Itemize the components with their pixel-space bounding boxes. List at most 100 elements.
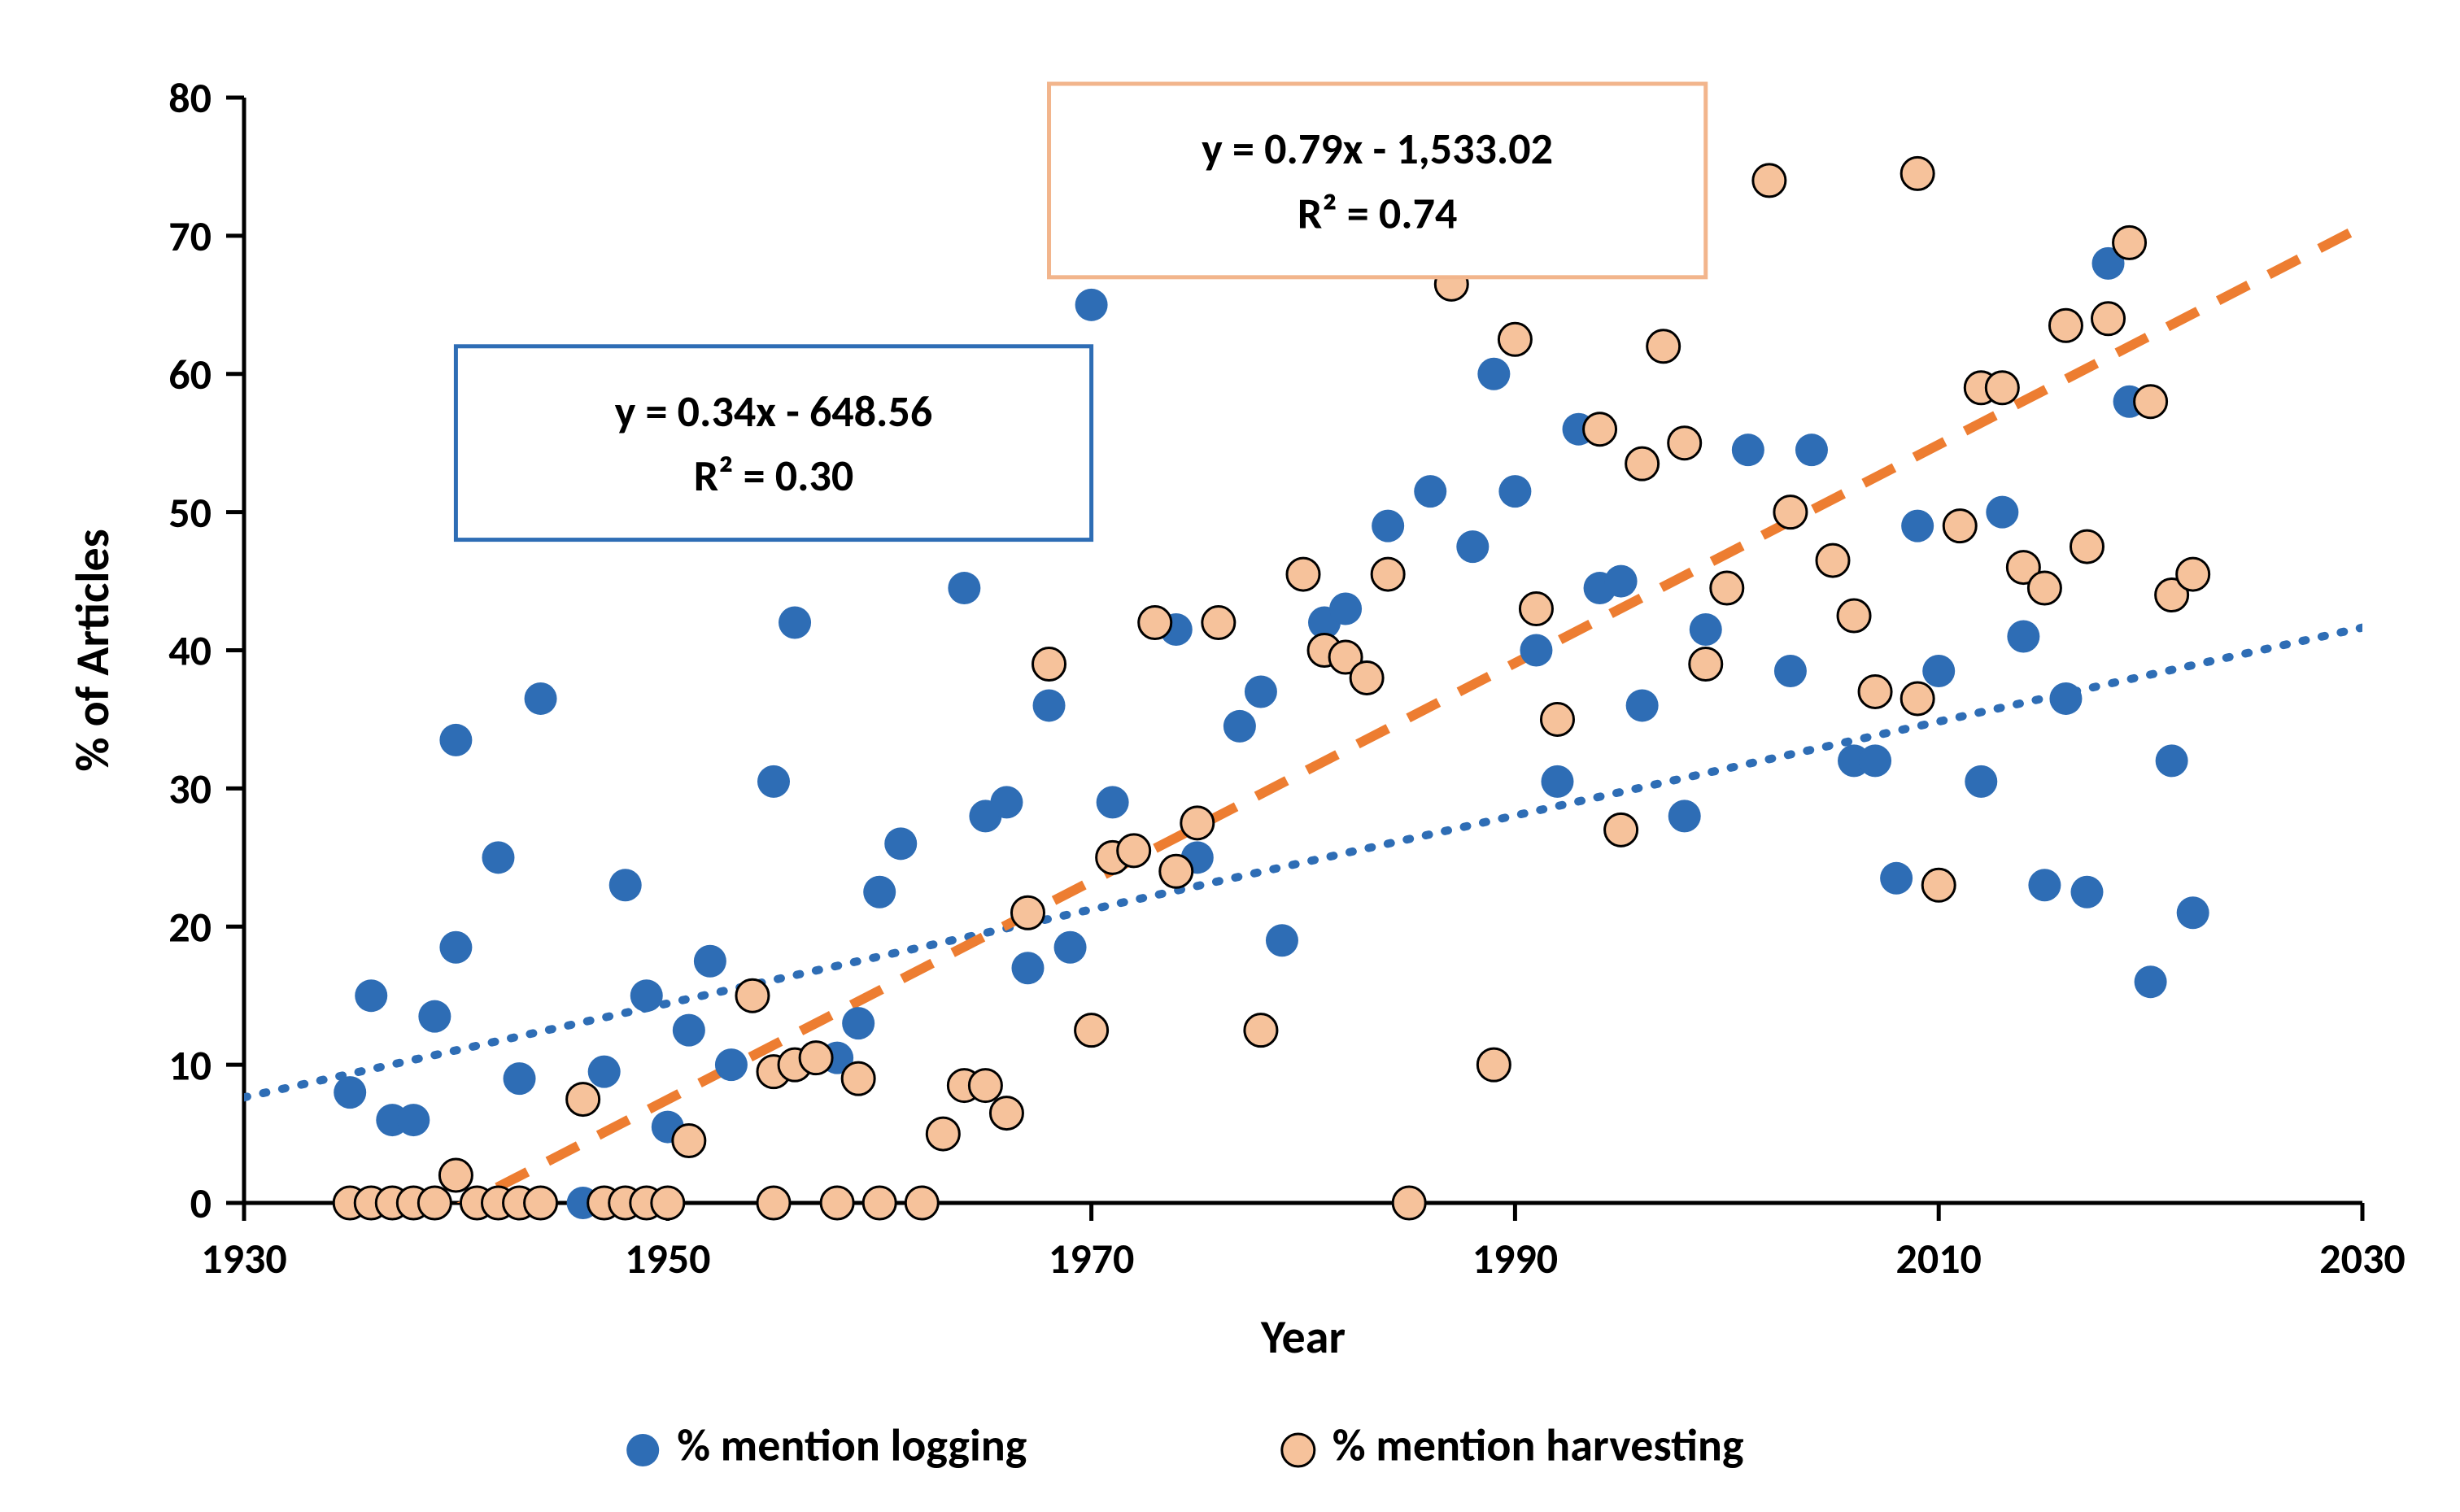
legend-item-1: % mention harvesting: [1282, 1418, 1744, 1474]
y-tick-label: 80: [168, 72, 212, 124]
data-point: [2135, 965, 2167, 998]
data-point: [1477, 1048, 1510, 1081]
data-point: [355, 979, 387, 1012]
y-tick-label: 50: [168, 486, 212, 538]
x-tick-label: 1950: [625, 1232, 710, 1284]
data-point: [1287, 558, 1319, 590]
x-tick-label: 1970: [1049, 1232, 1134, 1284]
y-axis-label: % of Articles: [63, 529, 121, 772]
data-point: [694, 945, 726, 978]
data-point: [1817, 544, 1849, 577]
x-tick-label: 1990: [1472, 1232, 1558, 1284]
x-tick-label: 1930: [201, 1232, 286, 1284]
data-point: [1943, 510, 1976, 542]
data-point: [1732, 434, 1764, 466]
data-point: [1690, 647, 1722, 680]
data-point: [863, 1187, 896, 1219]
data-point: [652, 1187, 684, 1219]
y-tick-label: 70: [168, 210, 212, 262]
data-point: [418, 1187, 451, 1219]
data-point: [969, 1070, 1001, 1102]
data-point: [1711, 572, 1743, 604]
data-point: [1605, 565, 1638, 598]
data-point: [842, 1062, 875, 1095]
data-point: [1414, 475, 1446, 508]
data-point: [927, 1118, 959, 1150]
data-point: [990, 786, 1023, 818]
data-point: [1880, 862, 1913, 895]
data-point: [990, 1097, 1023, 1130]
x-axis-label: Year: [1260, 1308, 1346, 1366]
equation-box-1: [1049, 84, 1706, 277]
data-point: [1033, 647, 1066, 680]
data-point: [439, 724, 472, 756]
data-point: [482, 841, 514, 874]
legend-label: % mention logging: [677, 1418, 1027, 1474]
legend-marker-icon: [626, 1434, 659, 1466]
y-tick-label: 30: [168, 763, 212, 815]
data-point: [821, 1187, 853, 1219]
data-point: [1033, 689, 1066, 721]
data-point: [1795, 434, 1828, 466]
data-point: [1965, 765, 1997, 798]
data-point: [1584, 413, 1616, 446]
data-point: [1922, 655, 1955, 687]
data-point: [1668, 800, 1701, 832]
data-point: [1541, 765, 1573, 798]
equation-text-0-0: y = 0.34x - 648.56: [615, 385, 932, 438]
data-point: [2070, 876, 2103, 909]
data-point: [673, 1125, 705, 1157]
data-point: [1859, 675, 1891, 708]
data-point: [1753, 164, 1786, 197]
data-point: [1520, 593, 1552, 625]
data-point: [2156, 744, 2188, 777]
data-point: [2177, 896, 2209, 929]
equation-box-0: [456, 346, 1091, 540]
data-point: [1647, 330, 1680, 363]
data-point: [2177, 558, 2209, 590]
data-point: [397, 1104, 430, 1136]
equation-text-0-1: R² = 0.30: [694, 449, 854, 503]
data-point: [2092, 303, 2125, 335]
data-point: [1266, 924, 1298, 956]
data-point: [863, 876, 896, 909]
data-point: [757, 1187, 790, 1219]
data-point: [1245, 675, 1277, 708]
data-point: [1626, 689, 1659, 721]
data-point: [1498, 475, 1531, 508]
data-point: [1223, 710, 1256, 743]
data-point: [1372, 510, 1404, 542]
data-point: [1901, 157, 1934, 190]
data-point: [1774, 655, 1807, 687]
data-point: [1372, 558, 1404, 590]
data-point: [334, 1076, 366, 1109]
data-point: [1054, 931, 1087, 964]
data-point: [1520, 634, 1552, 667]
data-point: [1011, 952, 1044, 984]
data-point: [1986, 372, 2018, 404]
data-point: [1118, 834, 1150, 867]
data-point: [2028, 572, 2061, 604]
data-point: [418, 1000, 451, 1033]
data-point: [884, 827, 917, 860]
data-point: [2049, 309, 2082, 342]
data-point: [1690, 613, 1722, 646]
data-point: [715, 1048, 748, 1081]
data-point: [2113, 226, 2146, 259]
data-point: [630, 979, 663, 1012]
data-point: [439, 1159, 472, 1192]
data-point: [1859, 744, 1891, 777]
data-point: [800, 1042, 832, 1074]
data-point: [1986, 496, 2018, 529]
data-point: [2007, 621, 2039, 653]
data-point: [1541, 703, 1573, 735]
data-point: [1160, 855, 1193, 887]
equation-text-1-0: y = 0.79x - 1,533.02: [1202, 122, 1553, 176]
y-tick-label: 60: [168, 348, 212, 400]
data-point: [525, 1187, 557, 1219]
data-point: [1075, 1014, 1108, 1047]
data-point: [1139, 607, 1171, 639]
data-point: [1477, 358, 1510, 390]
data-point: [439, 931, 472, 964]
data-point: [1838, 599, 1870, 632]
